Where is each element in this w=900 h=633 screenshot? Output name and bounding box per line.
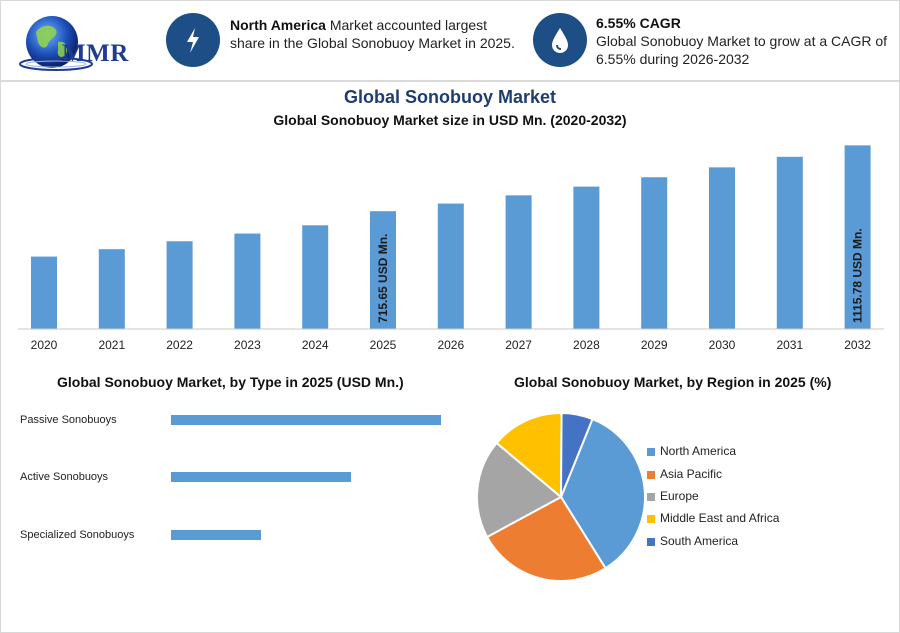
x-tick-2031: 2031 [776,338,803,352]
legend-swatch-middle-east-and-africa [647,515,655,523]
bar-2024 [302,225,329,329]
bar-2029 [641,177,668,329]
legend-label-north-america: North America [660,444,737,458]
legend-swatch-asia-pacific [647,471,655,479]
type-bar-passive-sonobuoys [171,415,441,425]
legend-swatch-north-america [647,448,655,456]
bar-2026 [437,203,464,329]
x-tick-2022: 2022 [166,338,193,352]
x-tick-2020: 2020 [31,338,58,352]
x-tick-2027: 2027 [505,338,532,352]
logo-text: MMR [62,40,129,67]
x-tick-2029: 2029 [641,338,668,352]
pie-slice-north-america [559,417,646,570]
legend-label-asia-pacific: Asia Pacific [660,467,723,481]
pie-slice-europe [476,441,563,539]
bar-2032 [844,145,871,329]
type-bar-specialized-sonobuoys [171,530,261,540]
legend-label-europe: Europe [660,489,699,503]
type-label-specialized-sonobuoys: Specialized Sonobuoys [20,529,135,541]
bar-2020 [31,256,57,329]
bar-2027 [505,195,532,329]
region-pie-chart [476,411,646,582]
stat-north-america-text: Market accounted largest share in the Gl… [230,17,515,51]
x-tick-2023: 2023 [234,338,261,352]
pie-slice-asia-pacific [485,495,607,582]
main-chart-subtitle: Global Sonobuoy Market size in USD Mn. (… [273,112,627,128]
market-size-bar-chart: 2020 2021 2022 2023 2024 2025 715.65 USD Mn. 20… [18,145,884,352]
type-chart-title: Global Sonobuoy Market, by Type in 2025 … [57,374,404,390]
bar-2030 [709,167,735,329]
bar-2022 [166,241,193,329]
stat-cagr: 6.55% CAGR Global Sonobuoy Market to gro… [596,14,892,68]
data-label-2032: 1115.78 USD Mn. [851,228,865,323]
x-tick-2021: 2021 [98,338,125,352]
stat-cagr-bold: 6.55% CAGR [596,15,681,31]
globe-logo-icon [19,16,93,71]
stat-north-america: North America Market accounted largest s… [230,16,520,52]
legend-swatch-europe [647,493,655,501]
bar-2028 [573,186,600,329]
x-tick-2028: 2028 [573,338,600,352]
pie-slice-middle-east-and-africa [495,412,563,500]
x-tick-2030: 2030 [709,338,736,352]
legend-label-middle-east-and-africa: Middle East and Africa [660,511,780,525]
bar-2023 [234,233,261,329]
x-tick-2032: 2032 [844,338,871,352]
bar-2021 [98,249,125,329]
stat-cagr-text: Global Sonobuoy Market to grow at a CAGR… [596,33,888,67]
header-divider [0,80,900,82]
pie-slice-south-america [560,411,594,498]
main-chart-title: Global Sonobuoy Market [343,87,557,107]
type-label-active-sonobuoys: Active Sonobuoys [20,471,109,483]
type-bar-active-sonobuoys [171,472,351,482]
drop-icon [533,13,587,67]
bar-2031 [776,156,803,329]
lightning-icon [166,13,220,67]
legend-label-south-america: South America [660,534,739,548]
x-tick-2024: 2024 [302,338,329,352]
stat-north-america-bold: North America [230,17,326,33]
bar-2025 [370,211,396,329]
region-chart-title: Global Sonobuoy Market, by Region in 202… [514,374,832,390]
x-tick-2026: 2026 [437,338,464,352]
type-label-passive-sonobuoys: Passive Sonobuoys [20,414,117,426]
x-tick-2025: 2025 [370,338,397,352]
legend-swatch-south-america [647,538,655,546]
data-label-2025: 715.65 USD Mn. [376,234,390,323]
